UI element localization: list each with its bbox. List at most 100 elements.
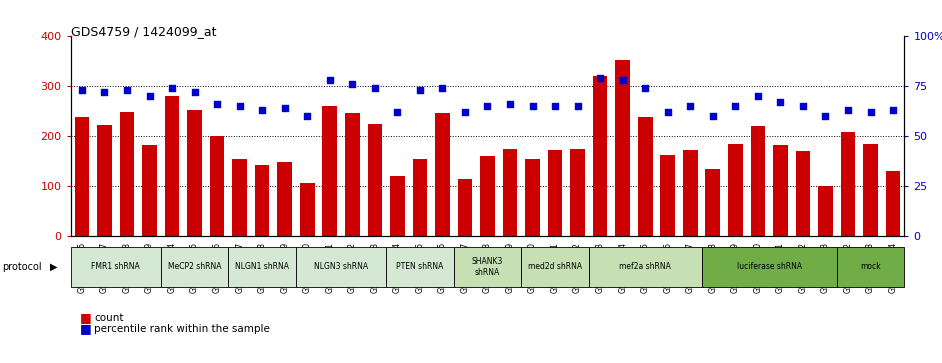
Bar [706,168,720,236]
Text: NLGN3 shRNA: NLGN3 shRNA [314,262,368,271]
Bar [74,117,89,236]
Point [277,105,292,111]
Bar [683,150,698,236]
Bar [660,155,675,236]
Point [97,89,112,95]
Point [772,99,788,105]
Bar [885,171,901,236]
Bar [386,247,454,287]
Bar [480,156,495,236]
Point [751,93,766,99]
Text: ■: ■ [80,311,91,324]
Bar [210,136,224,236]
Bar [454,247,521,287]
Text: luciferase shRNA: luciferase shRNA [737,262,802,271]
Bar [819,186,833,236]
Point [187,89,203,95]
Point [142,93,157,99]
Point [885,107,901,113]
Bar [71,247,161,287]
Point [525,103,540,109]
Point [479,103,495,109]
Text: protocol: protocol [2,262,41,272]
Point [120,87,135,93]
Text: mef2a shRNA: mef2a shRNA [619,262,671,271]
Text: ▶: ▶ [50,262,57,272]
Point [209,101,224,107]
Bar [161,247,228,287]
Text: ■: ■ [80,322,91,335]
Point [390,109,405,115]
Bar [390,176,405,236]
Bar [165,96,179,236]
Bar [228,247,296,287]
Bar [773,144,788,236]
Bar [840,132,855,236]
Point [683,103,698,109]
Text: percentile rank within the sample: percentile rank within the sample [94,323,270,334]
Bar [593,76,608,236]
Bar [547,150,562,236]
Point [570,103,585,109]
Bar [187,110,202,236]
Bar [589,247,702,287]
Bar [728,144,742,236]
Bar [796,151,810,236]
Point [300,113,315,119]
Bar [570,148,585,236]
Bar [836,247,904,287]
Bar [296,247,386,287]
Point [615,77,630,83]
Point [165,85,180,91]
Point [795,103,810,109]
Bar [702,247,836,287]
Bar [638,117,653,236]
Point [74,87,89,93]
Point [502,101,517,107]
Bar [97,125,112,236]
Point [435,85,450,91]
Point [593,76,608,81]
Bar [277,162,292,236]
Text: FMR1 shRNA: FMR1 shRNA [91,262,140,271]
Point [322,77,337,83]
Bar [255,165,269,236]
Text: MeCP2 shRNA: MeCP2 shRNA [168,262,221,271]
Text: count: count [94,313,123,323]
Bar [233,159,247,236]
Bar [615,60,630,236]
Point [728,103,743,109]
Point [818,113,833,119]
Text: NLGN1 shRNA: NLGN1 shRNA [236,262,289,271]
Bar [503,148,517,236]
Point [706,113,721,119]
Point [458,109,473,115]
Point [413,87,428,93]
Bar [458,179,472,236]
Point [254,107,269,113]
Point [547,103,562,109]
Point [638,85,653,91]
Bar [367,124,382,236]
Bar [863,144,878,236]
Bar [526,159,540,236]
Text: GDS4759 / 1424099_at: GDS4759 / 1424099_at [71,25,216,38]
Text: mock: mock [860,262,881,271]
Point [345,81,360,87]
Text: PTEN shRNA: PTEN shRNA [397,262,444,271]
Bar [413,159,428,236]
Point [840,107,855,113]
Bar [300,183,315,236]
Bar [751,126,765,236]
Bar [322,106,337,236]
Bar [521,247,589,287]
Bar [142,144,156,236]
Text: med2d shRNA: med2d shRNA [528,262,582,271]
Bar [120,112,135,236]
Point [367,85,382,91]
Point [660,109,675,115]
Point [232,103,247,109]
Text: SHANK3
shRNA: SHANK3 shRNA [472,257,503,277]
Point [863,109,878,115]
Bar [345,113,360,236]
